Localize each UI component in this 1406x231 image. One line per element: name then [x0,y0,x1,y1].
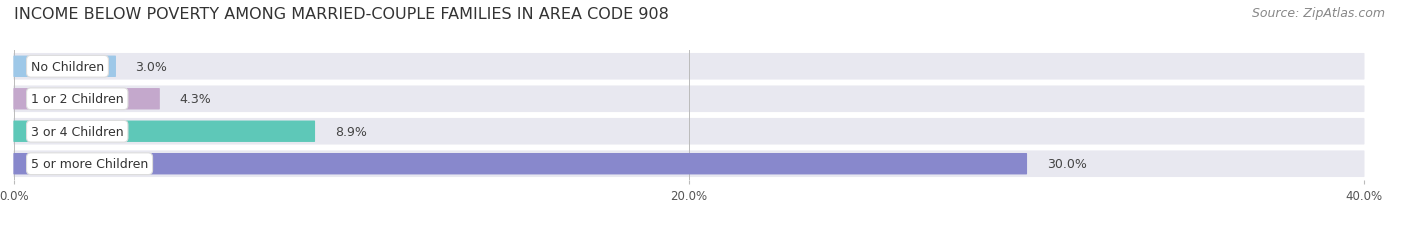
Text: 1 or 2 Children: 1 or 2 Children [31,93,124,106]
Text: Source: ZipAtlas.com: Source: ZipAtlas.com [1251,7,1385,20]
Text: 30.0%: 30.0% [1046,158,1087,170]
Text: 8.9%: 8.9% [335,125,367,138]
FancyBboxPatch shape [14,86,1364,112]
Text: 5 or more Children: 5 or more Children [31,158,148,170]
FancyBboxPatch shape [14,151,1364,177]
Text: INCOME BELOW POVERTY AMONG MARRIED-COUPLE FAMILIES IN AREA CODE 908: INCOME BELOW POVERTY AMONG MARRIED-COUPL… [14,7,669,22]
Text: No Children: No Children [31,61,104,73]
FancyBboxPatch shape [14,54,1364,80]
FancyBboxPatch shape [14,153,1026,175]
Text: 3 or 4 Children: 3 or 4 Children [31,125,124,138]
Text: 3.0%: 3.0% [135,61,167,73]
FancyBboxPatch shape [14,89,160,110]
FancyBboxPatch shape [14,119,1364,145]
FancyBboxPatch shape [14,56,115,78]
FancyBboxPatch shape [14,121,315,142]
Text: 4.3%: 4.3% [180,93,211,106]
